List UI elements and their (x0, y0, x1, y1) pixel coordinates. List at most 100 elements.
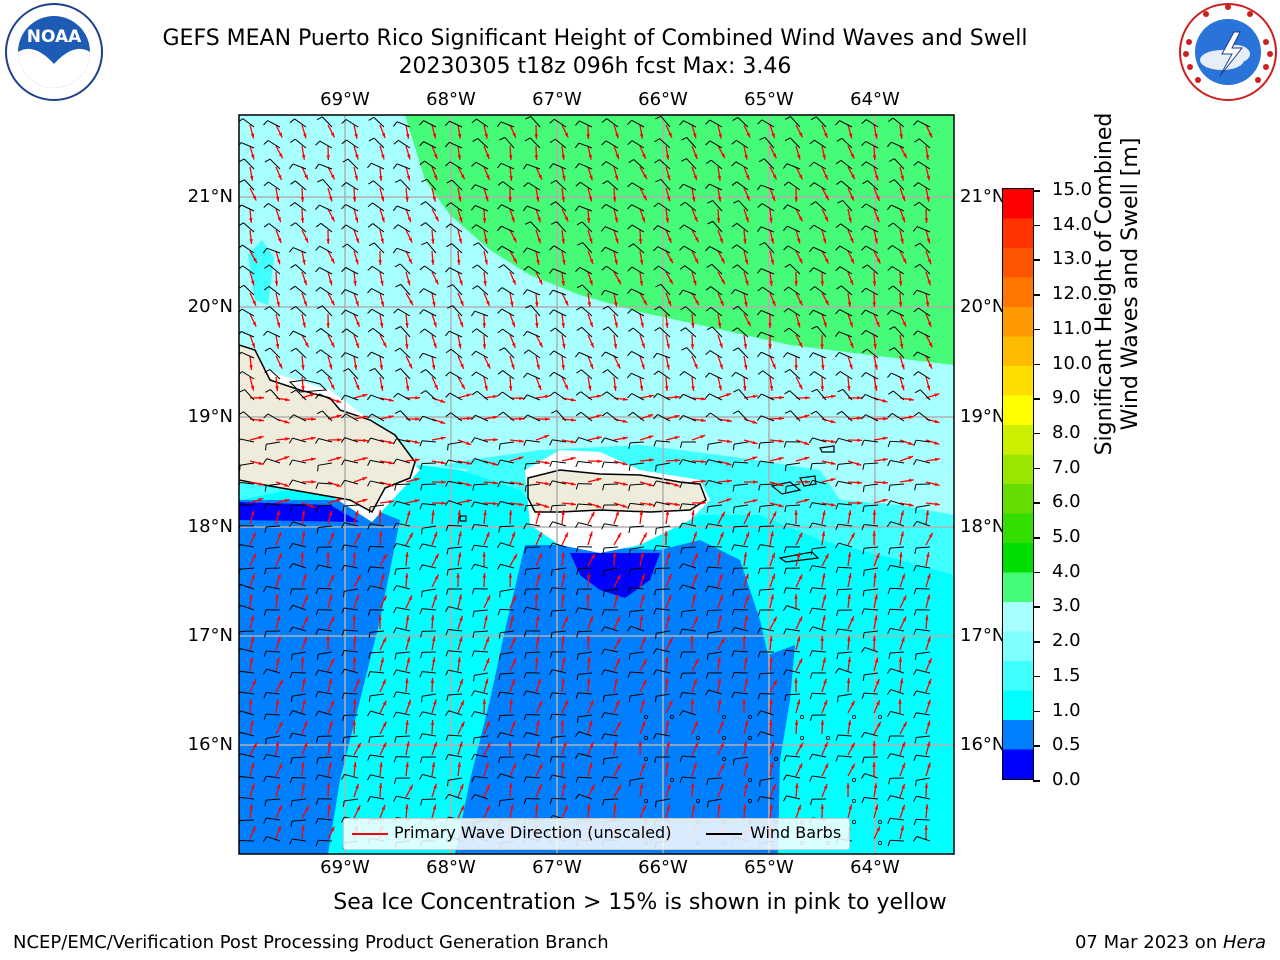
wind-barb-flag (472, 737, 475, 744)
wind-barb-flag (471, 118, 477, 124)
wind-barb (243, 411, 255, 422)
wind-barb (241, 351, 255, 359)
wind-barb-flag (315, 286, 321, 292)
wind-barb (346, 328, 359, 338)
wind-barb-flag (600, 226, 606, 232)
wind-barb-flag (732, 526, 735, 533)
wind-barb-flag (471, 224, 477, 230)
wind-barb-flag (732, 116, 739, 121)
wind-barb-flag (811, 388, 818, 393)
wind-barb-flag (368, 695, 371, 702)
wind-barb (423, 141, 437, 149)
wave-direction-arrowhead (408, 784, 413, 790)
wind-barb-flag (627, 411, 634, 417)
wind-barb-flag (341, 692, 345, 699)
wind-barb-flag (783, 587, 787, 594)
wind-barb-flag (524, 137, 531, 142)
wave-direction-arrowhead (666, 552, 671, 558)
wave-direction-arrowhead (927, 573, 931, 579)
wind-barb-flag (289, 588, 293, 595)
wind-barb-flag (679, 692, 683, 699)
wind-barb (551, 504, 567, 507)
wave-direction-arrowhead (924, 825, 928, 830)
wave-direction-arrowhead (250, 154, 255, 160)
wave-direction-arrowhead (511, 217, 515, 223)
wave-direction-arrowhead (668, 637, 673, 643)
wave-direction-arrowhead (857, 416, 862, 420)
wind-barb-flag (601, 246, 606, 253)
wind-barb-flag (289, 733, 293, 739)
wave-direction-arrowhead (336, 483, 342, 487)
wave-direction-arrowhead (794, 720, 799, 725)
wind-barb-flag (707, 444, 709, 451)
wind-barb (500, 630, 515, 634)
wind-barb-flag (265, 444, 267, 451)
wave-direction-arrowhead (614, 217, 618, 223)
wave-direction-arrowhead (795, 783, 799, 788)
wind-barb-flag (265, 738, 267, 745)
wind-barb (525, 462, 541, 465)
wind-barb (890, 500, 905, 506)
wave-direction-arrowhead (379, 364, 383, 370)
wind-barb-flag (471, 690, 475, 697)
wind-barb-flag (263, 181, 269, 187)
wave-direction-arrowhead (798, 300, 803, 306)
wind-barb (683, 120, 697, 128)
wind-barb (477, 138, 489, 149)
wind-barb-flag (602, 180, 608, 185)
wind-barb (553, 350, 567, 359)
wind-barb (606, 391, 619, 401)
wave-direction-arrowhead (721, 279, 725, 285)
wind-barb-flag (655, 178, 662, 183)
wind-barb (760, 309, 775, 317)
wind-barb (292, 247, 307, 254)
wind-barb-flag (498, 674, 501, 681)
wind-barb-flag (707, 801, 709, 808)
wind-barb (733, 588, 749, 591)
colorbar-label-line1: Significant Height of Combined (1092, 112, 1117, 456)
wind-barb (397, 308, 411, 317)
wind-barb-flag (680, 547, 683, 554)
wind-barb-flag (837, 696, 839, 703)
wave-direction-arrowhead (743, 552, 748, 558)
wind-barb-calm (852, 778, 857, 783)
wave-direction-arrowhead (300, 218, 305, 223)
wind-barb-flag (263, 775, 267, 782)
wind-barb (707, 609, 723, 612)
wind-barb (865, 245, 879, 254)
wave-direction-arrowhead (440, 460, 446, 465)
wind-barb (656, 525, 671, 529)
wind-barb-flag (445, 606, 449, 613)
wind-barb (709, 350, 723, 359)
wind-barb-flag (834, 438, 839, 444)
wave-direction-arrowhead (466, 499, 472, 503)
wave-direction-arrowhead (302, 699, 306, 705)
wave-direction-arrowhead (250, 133, 255, 139)
wave-direction-arrowhead (798, 532, 803, 538)
wind-barb (681, 546, 697, 549)
wind-barb (734, 504, 749, 508)
wave-direction-arrowhead (588, 762, 593, 768)
wind-barb (448, 629, 463, 632)
wind-barb (422, 608, 437, 611)
wave-direction-arrowhead (274, 281, 279, 286)
wind-barb (660, 178, 671, 191)
wind-barb (552, 774, 567, 779)
wind-barb-flag (654, 327, 660, 332)
wave-direction-arrowhead (717, 552, 722, 558)
wind-barb (840, 223, 853, 233)
wave-direction-arrowhead (847, 636, 851, 641)
wind-barb (291, 671, 307, 674)
wave-direction-arrowhead (536, 364, 540, 370)
wave-direction-arrowhead (719, 343, 723, 349)
wind-barb (266, 546, 281, 550)
wave-direction-arrowhead (484, 678, 489, 684)
wave-direction-arrowhead (901, 364, 905, 370)
wave-direction-arrowhead (769, 385, 774, 391)
wind-barb (839, 120, 853, 128)
wind-barb (711, 326, 723, 338)
wave-direction-arrowhead (667, 301, 672, 307)
wind-barb (656, 648, 671, 653)
wave-direction-arrowhead (744, 720, 749, 726)
wind-barb (656, 352, 671, 359)
